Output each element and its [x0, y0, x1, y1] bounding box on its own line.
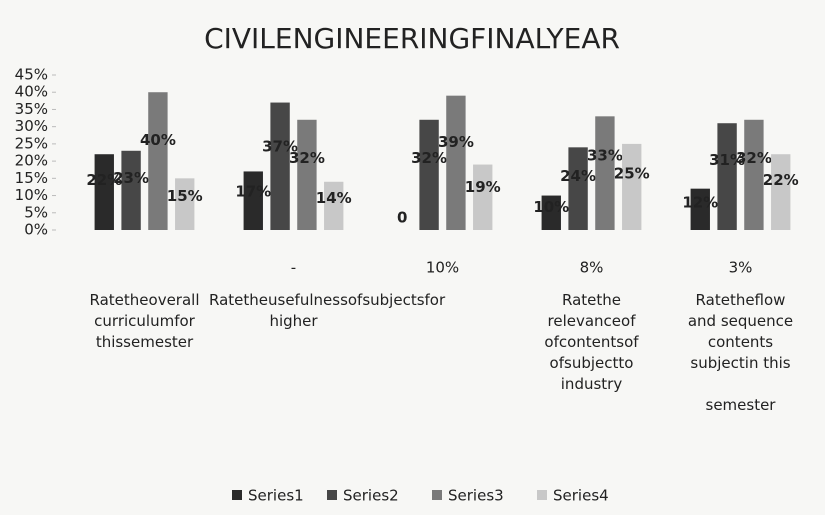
- value-label: 32%: [289, 149, 325, 167]
- value-label: 19%: [465, 178, 501, 196]
- bar: [243, 171, 263, 230]
- bar: [771, 154, 791, 230]
- y-tick-label: 30%: [15, 117, 48, 135]
- y-tick-label: 5%: [24, 203, 48, 221]
- bar: [595, 116, 615, 230]
- value-label: 40%: [140, 131, 176, 149]
- bar: [121, 150, 141, 230]
- bar: [473, 164, 493, 230]
- value-label: 12%: [682, 194, 718, 212]
- y-tick-label: 25%: [15, 134, 48, 152]
- value-label: 31%: [709, 151, 745, 169]
- legend-label: Series3: [448, 487, 504, 505]
- bar: [270, 102, 290, 230]
- x-tick-label: Ratetheusefulnessofsubjectsfor higher: [209, 291, 446, 330]
- value-label: 14%: [316, 189, 352, 207]
- y-tick-label: 45%: [15, 66, 48, 84]
- legend-label: Series1: [248, 487, 304, 505]
- bar: [541, 195, 561, 230]
- value-label: 22%: [86, 171, 122, 189]
- value-label: 0: [397, 209, 407, 227]
- y-tick-label: 15%: [15, 169, 48, 187]
- bar: [297, 119, 317, 230]
- value-label: 23%: [113, 169, 149, 187]
- value-label: 37%: [262, 138, 298, 156]
- value-label: 32%: [411, 149, 447, 167]
- x-tick-label: Ratetheoverall curriculumfor thissemeste…: [89, 291, 200, 351]
- bar: [175, 178, 195, 230]
- note: 8%: [580, 259, 604, 277]
- bar: [744, 119, 764, 230]
- y-tick-label: 20%: [15, 152, 48, 170]
- y-tick-label: 40%: [15, 83, 48, 101]
- x-tick-label: Ratethe relevanceof ofcontentsof ofsubje…: [544, 291, 639, 393]
- legend-swatch: [327, 490, 337, 500]
- legend-swatch: [232, 490, 242, 500]
- legend-label: Series4: [553, 487, 609, 505]
- value-label: 32%: [736, 149, 772, 167]
- bar: [568, 147, 588, 230]
- bar: [94, 154, 114, 230]
- bar: [324, 181, 344, 230]
- bar: [446, 95, 466, 231]
- y-tick-label: 35%: [15, 100, 48, 118]
- value-label: 22%: [763, 171, 799, 189]
- value-label: 33%: [587, 147, 623, 165]
- value-label: 25%: [614, 165, 650, 183]
- value-label: 24%: [560, 167, 596, 185]
- legend-swatch: [432, 490, 442, 500]
- value-label: 17%: [235, 182, 271, 200]
- y-tick-label: 10%: [15, 186, 48, 204]
- bar: [148, 92, 168, 230]
- bar: [622, 143, 642, 230]
- legend-swatch: [537, 490, 547, 500]
- y-tick-label: 0%: [24, 221, 48, 239]
- value-label: 10%: [533, 198, 569, 216]
- legend-label: Series2: [343, 487, 399, 505]
- bar: [690, 188, 710, 230]
- note: -: [291, 259, 296, 277]
- bar: [419, 119, 439, 230]
- bar: [717, 123, 737, 230]
- note: 10%: [426, 259, 459, 277]
- value-label: 15%: [167, 187, 203, 205]
- x-tick-label: Ratetheflow and sequence contents subjec…: [687, 291, 794, 414]
- chart-title: CIVILENGINEERINGFINALYEAR: [204, 22, 620, 55]
- value-label: 39%: [438, 133, 474, 151]
- note: 3%: [729, 259, 753, 277]
